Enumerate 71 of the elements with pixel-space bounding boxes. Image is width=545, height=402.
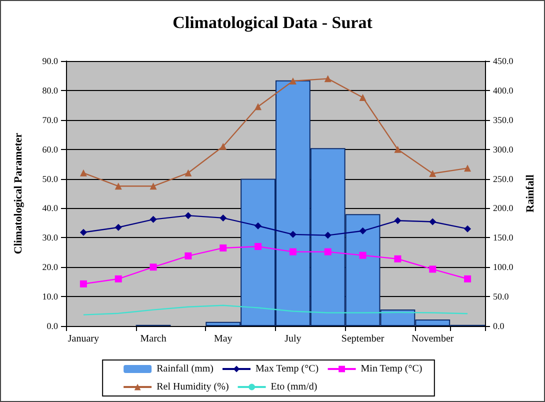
chart-title: Climatological Data - Surat: [172, 13, 373, 32]
y2-tick-label: 200.0: [493, 203, 514, 214]
x-tick-label: May: [214, 334, 232, 344]
point: [359, 94, 366, 102]
y-tick-label: 40.0: [42, 203, 58, 214]
point: [324, 248, 332, 256]
y-tick-label: 20.0: [42, 262, 58, 272]
x-tick-label: January: [68, 334, 100, 344]
point: [289, 248, 296, 256]
y-tick-label: 90.0: [42, 56, 58, 66]
point: [114, 182, 122, 190]
y-tick-label: 0.0: [46, 321, 58, 331]
y-tick-label: 50.0: [42, 174, 58, 184]
y2-tick-label: 50.0: [493, 292, 510, 302]
legend-label: Eto (mm/d): [270, 382, 318, 392]
point: [429, 218, 436, 226]
y2-tick-label: 0.0: [493, 321, 505, 331]
y-tick-label: 70.0: [42, 114, 58, 125]
point: [254, 243, 262, 250]
point: [150, 182, 157, 190]
point: [150, 216, 157, 223]
legend-label: Min Temp (°C): [360, 364, 422, 374]
y2-axis-title: Rainfall: [524, 174, 536, 212]
point: [289, 230, 296, 238]
x-tick-label: July: [284, 334, 302, 344]
y2-tick-label: 250.0: [493, 174, 514, 184]
point: [184, 169, 192, 176]
y-tick-label: 80.0: [42, 85, 58, 96]
point: [184, 252, 192, 260]
y2-tick-label: 300.0: [493, 144, 514, 154]
point: [80, 280, 87, 288]
point: [359, 227, 366, 234]
point: [254, 222, 262, 230]
x-tick-label: March: [140, 334, 166, 344]
point: [464, 164, 472, 172]
point: [324, 75, 332, 82]
line-series: [82, 304, 468, 316]
point: [394, 146, 402, 153]
y2-tick-label: 350.0: [493, 114, 514, 125]
point: [184, 212, 192, 220]
point: [220, 244, 227, 252]
legend-label: Rainfall (mm): [156, 364, 214, 374]
point: [289, 78, 296, 85]
point: [80, 228, 87, 236]
y2-tick-label: 100.0: [493, 262, 514, 272]
point: [429, 170, 436, 177]
legend-label: Max Temp (°C): [256, 364, 319, 374]
point: [80, 169, 87, 176]
y-axis-title: Climatological Parameter: [12, 132, 24, 254]
x-tick-label: September: [341, 334, 385, 344]
point: [429, 266, 436, 273]
point: [220, 214, 227, 222]
point: [359, 252, 366, 259]
y-tick-label: 10.0: [42, 292, 58, 302]
legend-label: Rel Humidity (%): [156, 382, 229, 392]
point: [324, 232, 332, 239]
y-tick-label: 30.0: [42, 232, 58, 243]
point: [150, 264, 157, 271]
point: [464, 225, 472, 232]
point: [394, 255, 402, 262]
point: [114, 224, 122, 231]
x-tick-label: November: [412, 334, 454, 344]
point: [394, 217, 402, 224]
point: [220, 142, 227, 150]
y-tick-label: 60.0: [42, 144, 58, 154]
y2-tick-label: 400.0: [493, 85, 514, 96]
y2-tick-label: 150.0: [493, 232, 514, 243]
point: [114, 275, 122, 282]
point: [464, 275, 472, 282]
point: [254, 103, 262, 110]
y2-tick-label: 450.0: [493, 56, 514, 66]
